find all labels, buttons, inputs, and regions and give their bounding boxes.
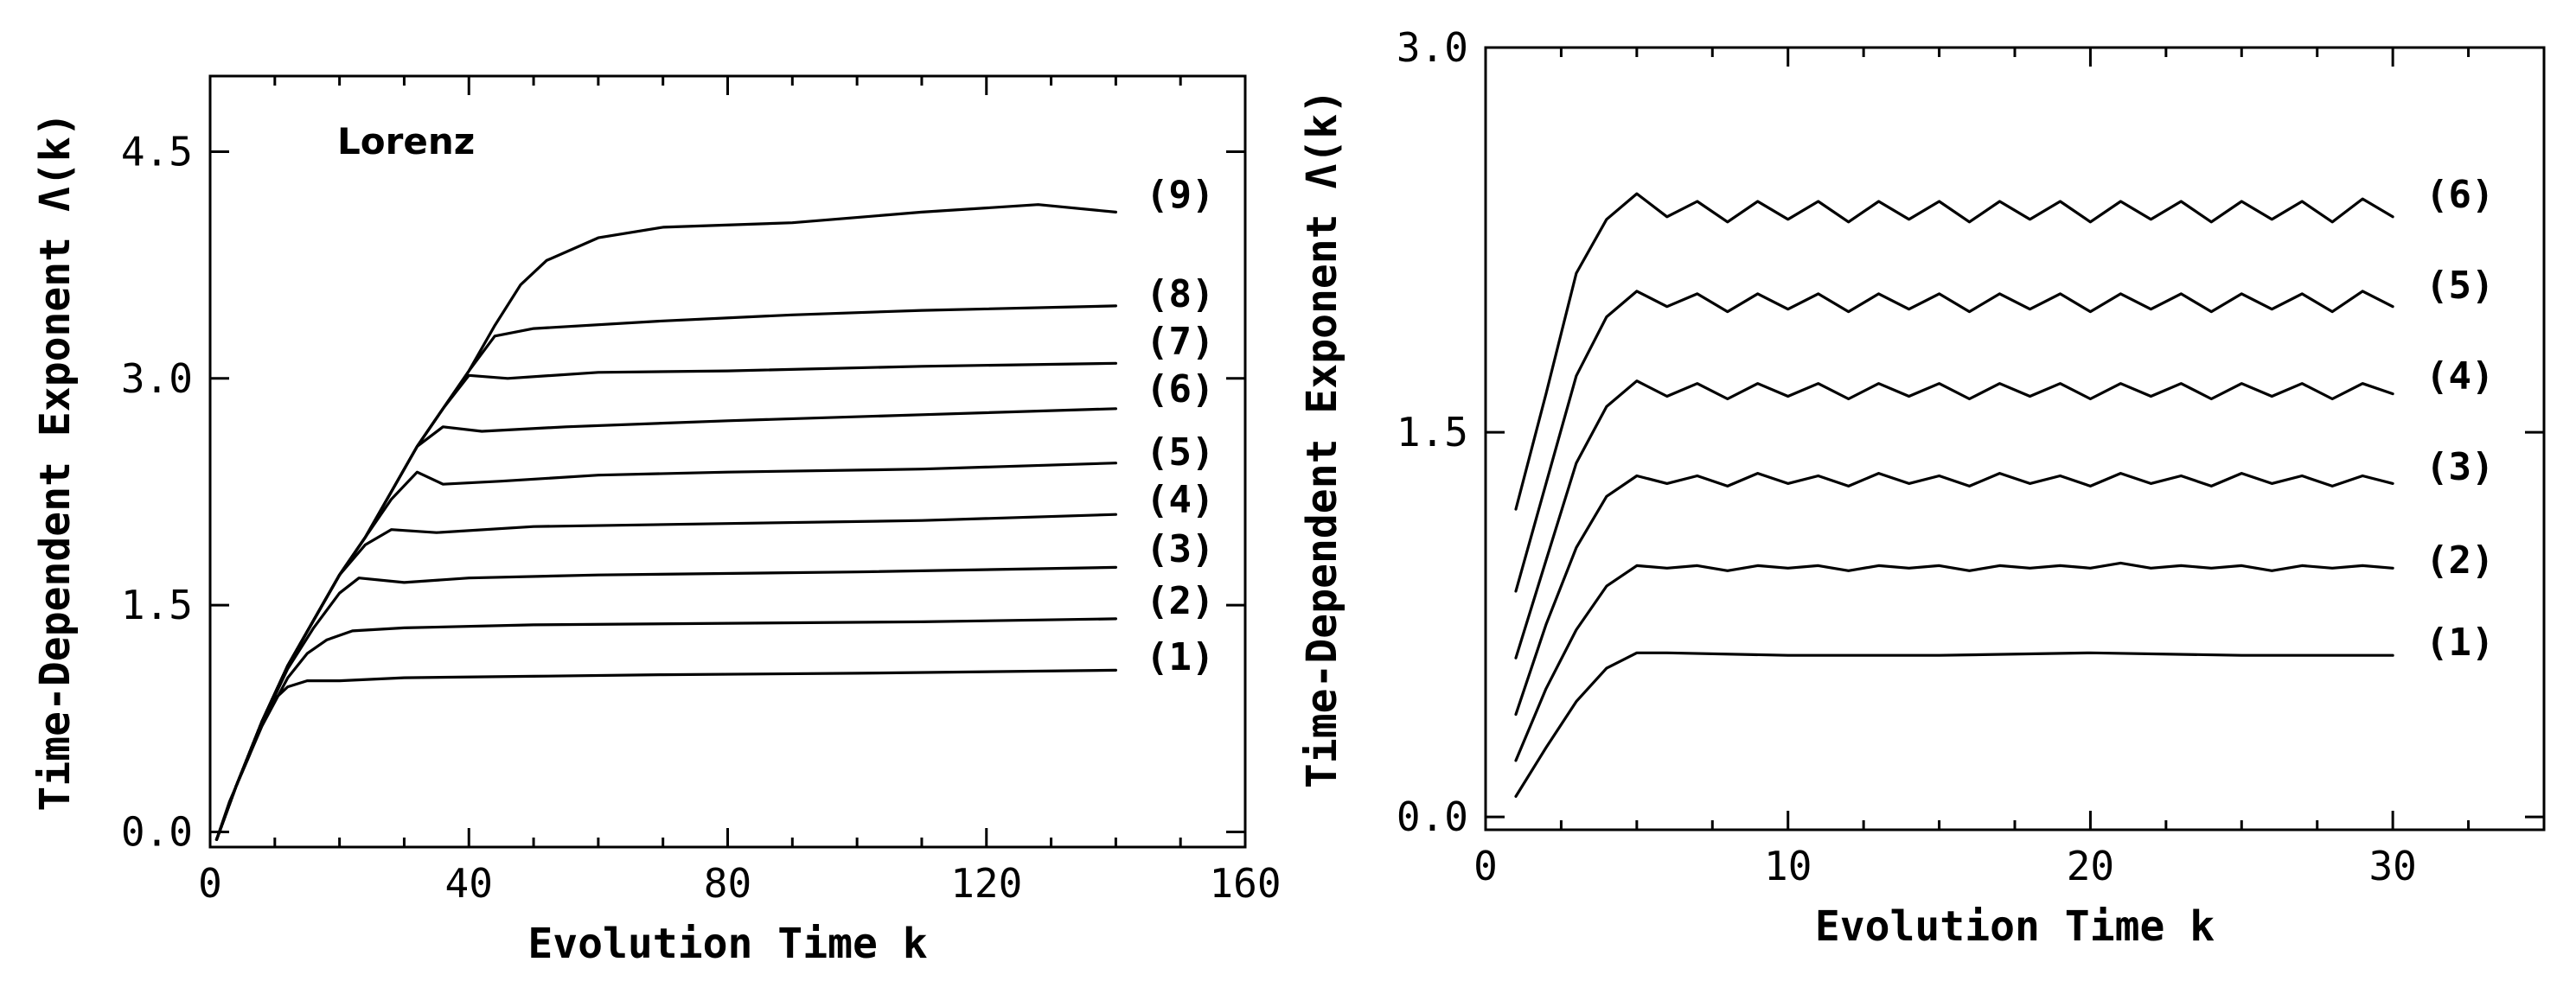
y-axis-label: Time-Dependent Exponent Λ(k)	[31, 112, 80, 811]
y-tick-label: 0.0	[1397, 793, 1468, 840]
series-line-3	[1514, 472, 2394, 717]
series-line-4	[1514, 379, 2394, 659]
y-axis-label: Time-Dependent Exponent Λ(k)	[1298, 89, 1346, 788]
chart-panel-1: 0 40 80 120 160 0.0 1.5 3.0 4.5 Evolution Time k T…	[31, 74, 1282, 968]
x-tick-label: 120	[950, 860, 1022, 907]
series-label-6: (6)	[1146, 367, 1214, 411]
x-tick-label: 10	[1764, 843, 1812, 889]
y-tick-label: 3.0	[1397, 24, 1468, 71]
series-label-3: (3)	[2426, 445, 2494, 489]
x-axis-label: Evolution Time k	[527, 920, 927, 968]
series-label-7: (7)	[1146, 320, 1214, 364]
series-line-1	[1514, 651, 2394, 798]
x-tick-label: 160	[1209, 860, 1281, 907]
x-tick-label: 0	[1473, 843, 1498, 889]
chart-panel-2: 0 10 20 30 0.0 1.5 3.0 Evolution Time k Time-Dep…	[1298, 24, 2546, 951]
series-line-8	[214, 304, 1117, 841]
x-tick-label: 0	[198, 860, 222, 907]
series-label-5: (5)	[2426, 264, 2494, 308]
series-line-2	[1514, 561, 2394, 762]
x-axis-label: Evolution Time k	[1815, 902, 2215, 951]
y-tick-label: 1.5	[1397, 409, 1468, 456]
series-label-6: (6)	[2426, 173, 2494, 217]
series-label-2: (2)	[1146, 579, 1214, 623]
chart-annotation: Lorenz	[337, 120, 475, 162]
series-line-9	[214, 203, 1117, 841]
series-label-5: (5)	[1146, 430, 1214, 475]
series-label-3: (3)	[1146, 527, 1214, 571]
series-label-1: (1)	[1146, 635, 1214, 679]
series-label-9: (9)	[1146, 173, 1214, 217]
series-line-1	[214, 668, 1117, 841]
series-line-2	[214, 617, 1117, 841]
x-tick-label: 20	[2067, 843, 2114, 889]
series-label-1: (1)	[2426, 621, 2494, 665]
series-line-6	[1514, 192, 2394, 511]
x-tick-label: 40	[445, 860, 493, 907]
y-tick-label: 4.5	[121, 128, 193, 175]
y-tick-label: 1.5	[121, 582, 193, 628]
series-label-8: (8)	[1146, 272, 1214, 316]
series-label-4: (4)	[1146, 478, 1214, 522]
series-label-2: (2)	[2426, 538, 2494, 583]
y-tick-label: 0.0	[121, 809, 193, 856]
series-line-7	[214, 361, 1117, 841]
y-tick-label: 3.0	[121, 355, 193, 402]
series-line-4	[214, 513, 1117, 841]
x-tick-label: 30	[2368, 843, 2416, 889]
series-line-3	[214, 565, 1117, 841]
plot-frame	[1484, 46, 2546, 832]
series-line-5	[1514, 290, 2394, 593]
series-label-4: (4)	[2426, 354, 2494, 398]
plot-frame	[208, 74, 1247, 849]
x-tick-label: 80	[704, 860, 751, 907]
